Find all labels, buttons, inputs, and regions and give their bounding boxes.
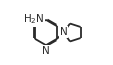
Text: N: N [42,46,50,56]
Text: H$_2$N: H$_2$N [23,12,44,26]
Text: N: N [59,27,67,37]
